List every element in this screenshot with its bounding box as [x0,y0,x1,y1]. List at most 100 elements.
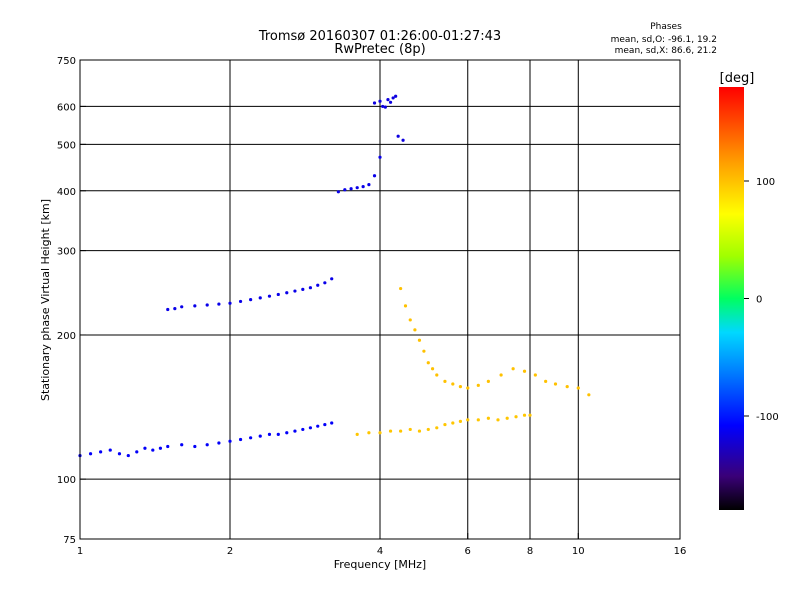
data-point [486,379,490,383]
y-tick-label: 100 [57,475,76,486]
data-point [217,302,221,306]
data-point [458,385,463,389]
grid-lines [80,60,680,539]
data-point [381,104,385,109]
data-point [355,186,359,190]
data-point [383,105,387,109]
data-point [399,429,403,433]
data-point [522,413,527,417]
data-point [228,301,232,305]
data-point [158,446,163,450]
data-point [367,183,371,187]
data-point [143,446,147,450]
data-point [496,418,500,422]
data-point [443,379,447,383]
colorbar [719,87,744,510]
data-point [166,444,170,449]
x-tick-label: 10 [572,546,585,557]
data-point [249,298,253,302]
data-point [417,429,422,433]
data-point [443,422,447,427]
data-point [293,289,297,293]
data-point [378,155,382,159]
data-point [349,187,353,191]
data-point [217,441,221,445]
data-point [258,296,262,300]
data-point [323,281,327,285]
data-point [276,292,280,297]
data-point [308,286,313,290]
data-point [388,429,393,433]
y-tick-label: 500 [57,140,76,151]
data-point [430,367,435,371]
x-tick-label: 1 [77,546,83,557]
data-point [166,307,170,312]
data-point [355,432,359,437]
data-point [408,427,412,432]
colorbar-tick-label: 0 [756,295,762,306]
data-point [135,450,139,454]
data-point [391,96,395,100]
data-point [336,190,340,194]
data-point [413,328,417,332]
y-tick-label: 750 [57,56,76,67]
data-point [117,452,122,456]
data-point [99,450,103,454]
data-point [399,286,403,291]
data-point [458,419,463,423]
data-point [173,307,177,311]
data-point [553,382,558,386]
colorbar-tick-label: -100 [756,412,779,423]
phases-o-stats: mean, sd,O: -96.1, 19.2 [611,35,717,45]
data-point [343,188,347,192]
data-point [408,318,412,322]
data-point [403,304,408,308]
axis-ticks: 1 2 4 6 8 10 16 750 600 500 400 300 200 100 75 [57,56,686,557]
data-point [466,418,470,422]
data-point [126,453,130,458]
phases-x-stats: mean, sd,X: 86.6, 21.2 [615,46,717,56]
data-point [386,97,390,102]
chart-title: Tromsø 20160307 01:26:00-01:27:43 [258,29,501,44]
data-point [435,426,439,430]
data-point [378,99,382,103]
data-point [108,448,112,452]
data-point [422,349,426,353]
data-point [367,431,371,435]
data-point [285,291,289,295]
data-point [323,422,327,427]
data-point [330,421,334,425]
data-point [276,432,280,437]
data-point [372,174,377,178]
data-point [388,100,393,104]
data-point [372,101,377,105]
data-point [426,361,430,365]
y-tick-label: 400 [57,187,76,198]
colorbar-label: [deg] [720,71,755,86]
data-point [308,426,313,430]
data-point [451,421,455,425]
data-point [401,138,405,142]
data-point [435,373,439,377]
data-point [378,431,382,435]
data-point [505,416,509,420]
data-point [528,413,532,417]
data-point [361,185,365,189]
data-point [533,373,537,377]
x-tick-label: 4 [377,546,383,557]
data-point [544,379,548,383]
x-tick-label: 8 [527,546,533,557]
data-point [249,436,253,440]
data-point [522,369,527,373]
data-point [426,427,430,432]
x-axis-label: Frequency [MHz] [334,558,426,571]
data-point [301,427,305,432]
data-point [193,444,197,449]
data-point [466,386,470,390]
colorbar-tick-label: 100 [756,177,775,188]
data-point [180,443,184,447]
y-tick-label: 200 [57,331,76,342]
x-tick-label: 16 [674,546,687,557]
data-point [238,299,243,304]
